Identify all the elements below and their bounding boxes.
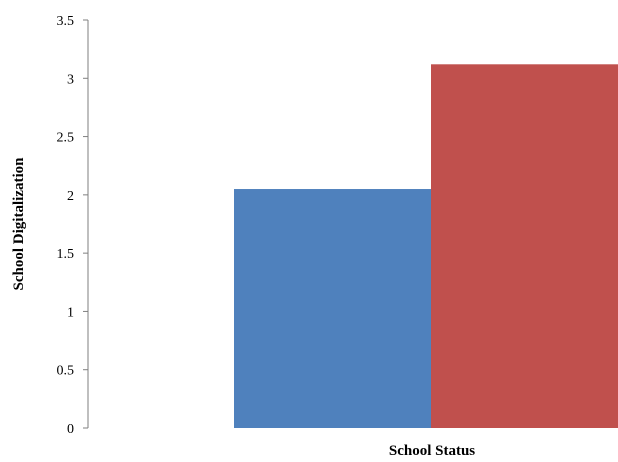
bar-series-2 [431, 64, 618, 428]
y-tick-label: 1 [67, 305, 74, 320]
y-tick-label: 2.5 [57, 131, 75, 146]
bars [234, 64, 618, 428]
y-tick-label: 3 [67, 72, 74, 87]
y-ticks: 0 0.5 1 1.5 2 2.5 3 3.5 [57, 14, 88, 437]
x-axis-title: School Status [389, 443, 475, 459]
y-axis-title: School Digitalization [11, 157, 27, 291]
y-tick-label: 0.5 [57, 364, 75, 379]
bar-series-1 [234, 189, 431, 428]
y-tick-label: 3.5 [57, 14, 75, 29]
y-tick-label: 1.5 [57, 247, 75, 262]
y-tick-label: 0 [67, 422, 74, 437]
y-tick-label: 2 [67, 189, 74, 204]
